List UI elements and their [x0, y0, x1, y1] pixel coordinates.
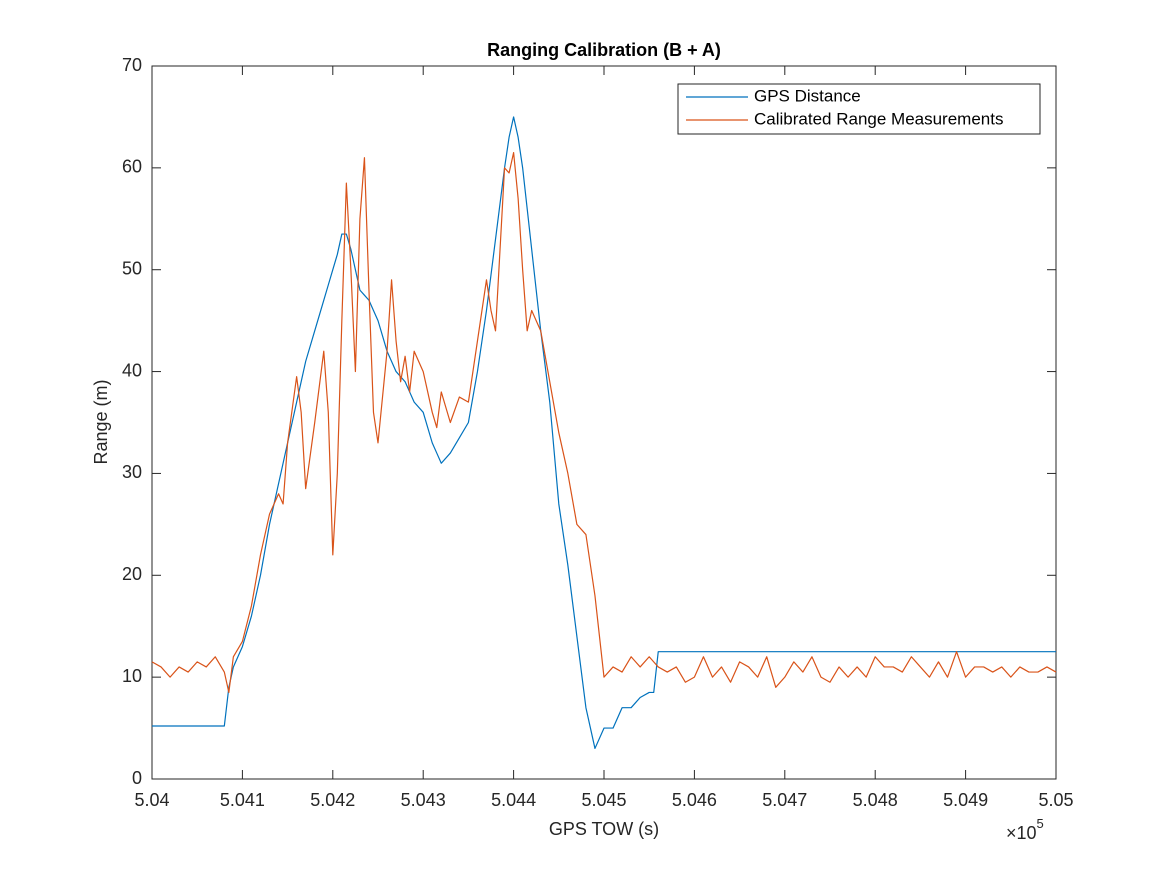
x-tick-label: 5.047 [762, 790, 807, 810]
x-multiplier-exponent: 5 [1037, 816, 1044, 831]
y-tick-label: 40 [122, 360, 142, 380]
y-tick-label: 30 [122, 462, 142, 482]
x-tick-label: 5.044 [491, 790, 536, 810]
y-tick-label: 0 [132, 768, 142, 788]
plot-frame [151, 65, 1057, 780]
x-tick-label: 5.041 [220, 790, 265, 810]
x-tick-label: 5.042 [310, 790, 355, 810]
y-tick-label: 60 [122, 157, 142, 177]
x-multiplier-base: ×10 [1006, 823, 1037, 843]
legend-label: GPS Distance [754, 86, 861, 105]
x-multiplier: ×105 [1006, 816, 1044, 842]
x-axis-label: GPS TOW (s) [549, 819, 659, 839]
x-tick-label: 5.046 [672, 790, 717, 810]
y-tick-label: 50 [122, 258, 142, 278]
x-tick-label: 5.04 [134, 790, 169, 810]
x-tick-label: 5.048 [853, 790, 898, 810]
x-tick-label: 5.045 [581, 790, 626, 810]
legend-box [677, 83, 1041, 135]
x-tick-label: 5.049 [943, 790, 988, 810]
legend-label: Calibrated Range Measurements [754, 109, 1003, 128]
series-line [152, 116, 1056, 750]
y-axis-label: Range (m) [91, 379, 111, 464]
y-tick-label: 20 [122, 564, 142, 584]
x-tick-label: 5.05 [1038, 790, 1073, 810]
x-tick-label: 5.043 [401, 790, 446, 810]
chart-title: Ranging Calibration (B + A) [487, 40, 721, 60]
y-tick-label: 10 [122, 666, 142, 686]
series-line [151, 151, 1057, 694]
y-tick-label: 70 [122, 55, 142, 75]
